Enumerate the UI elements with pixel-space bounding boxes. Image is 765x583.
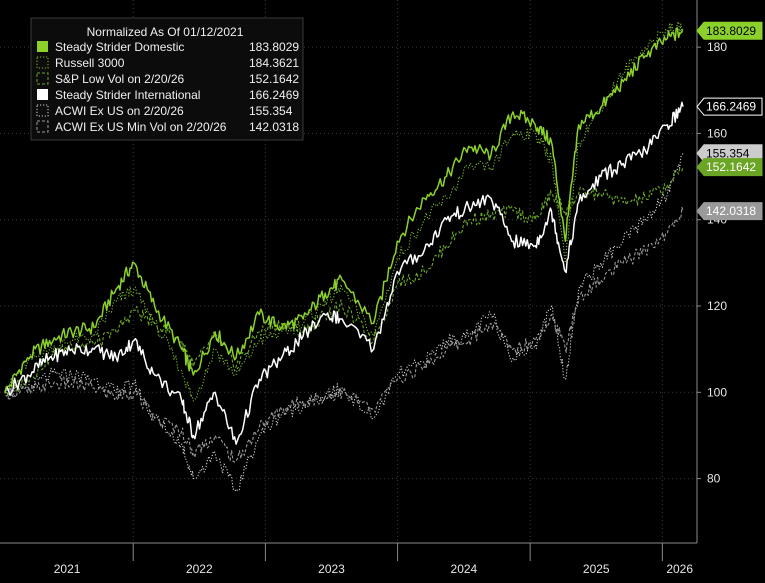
- legend-series-name: S&P Low Vol on 2/20/26: [55, 72, 185, 86]
- series-layer: [4, 21, 684, 493]
- legend-title: Normalized As Of 01/12/2021: [87, 25, 244, 39]
- legend-series-value: 183.8029: [249, 40, 299, 54]
- last-value-tag: 142.0318: [696, 202, 763, 221]
- legend-item: Steady Strider International 166.2469: [37, 88, 299, 102]
- tag-value: 183.8029: [706, 24, 756, 38]
- y-axis: 80100120140160180: [696, 0, 727, 543]
- series-line: [4, 153, 684, 493]
- last-value-tag: 183.8029: [696, 21, 763, 40]
- legend-item: Steady Strider Domestic 183.8029: [37, 40, 299, 54]
- legend-swatch: [36, 104, 49, 117]
- legend-series-value: 152.1642: [249, 72, 299, 86]
- x-tick-label: 2021: [54, 562, 81, 576]
- legend-series-name: ACWI Ex US on 2/20/26: [55, 104, 184, 118]
- legend-swatch: [36, 56, 49, 69]
- tag-value: 152.1642: [706, 160, 756, 174]
- x-tick-label: 2023: [318, 562, 345, 576]
- y-tick-label: 160: [707, 126, 727, 140]
- tag-background: [696, 97, 763, 116]
- tag-background: [696, 21, 763, 40]
- y-tick-label: 180: [707, 40, 727, 54]
- series-line: [4, 101, 684, 445]
- x-axis: 2021 2022 2023 2024 2025 2026: [0, 542, 697, 576]
- legend: Normalized As Of 01/12/2021 Steady Strid…: [30, 17, 304, 141]
- legend-item: ACWI Ex US on 2/20/26 155.354: [36, 104, 293, 118]
- legend-item: Russell 3000 184.3621: [36, 56, 299, 70]
- legend-item: S&P Low Vol on 2/20/26 152.1642: [36, 72, 299, 86]
- legend-series-value: 142.0318: [249, 120, 299, 134]
- legend-series-name: Russell 3000: [55, 56, 125, 70]
- grid: [0, 0, 697, 543]
- y-tick-label: 100: [707, 385, 727, 399]
- legend-series-value: 155.354: [249, 104, 293, 118]
- y-tick-label: 120: [707, 299, 727, 313]
- last-value-tag: 166.2469: [696, 97, 763, 116]
- tag-value: 166.2469: [706, 100, 756, 114]
- legend-swatch: [36, 120, 49, 133]
- tag-background: [696, 158, 763, 177]
- legend-series-name: ACWI Ex US Min Vol on 2/20/26: [55, 120, 227, 134]
- y-tick-label: 80: [707, 472, 721, 486]
- tag-background: [696, 202, 763, 221]
- legend-swatch: [37, 89, 48, 100]
- legend-swatch: [36, 72, 49, 85]
- legend-items: Steady Strider Domestic 183.8029 Russell 3…: [36, 40, 299, 134]
- last-value-tag: 155.354: [696, 144, 763, 163]
- series-line: [4, 27, 684, 393]
- series-line: [4, 206, 684, 463]
- legend-series-name: Steady Strider Domestic: [55, 40, 184, 54]
- x-tick-label: 2022: [186, 562, 213, 576]
- x-tick-label: 2024: [451, 562, 478, 576]
- x-tick-label: 2025: [583, 562, 610, 576]
- series-line: [4, 166, 684, 394]
- legend-series-value: 184.3621: [249, 56, 299, 70]
- series-line: [4, 21, 684, 402]
- legend-series-name: Steady Strider International: [55, 88, 200, 102]
- x-tick-label: 2026: [666, 562, 693, 576]
- legend-series-value: 166.2469: [249, 88, 299, 102]
- tag-value: 142.0318: [706, 204, 756, 218]
- last-value-tag: 152.1642: [696, 158, 763, 177]
- legend-item: ACWI Ex US Min Vol on 2/20/26 142.0318: [36, 120, 299, 134]
- tag-value: 155.354: [706, 146, 750, 160]
- legend-swatch: [37, 41, 48, 52]
- legend-box: [30, 17, 304, 141]
